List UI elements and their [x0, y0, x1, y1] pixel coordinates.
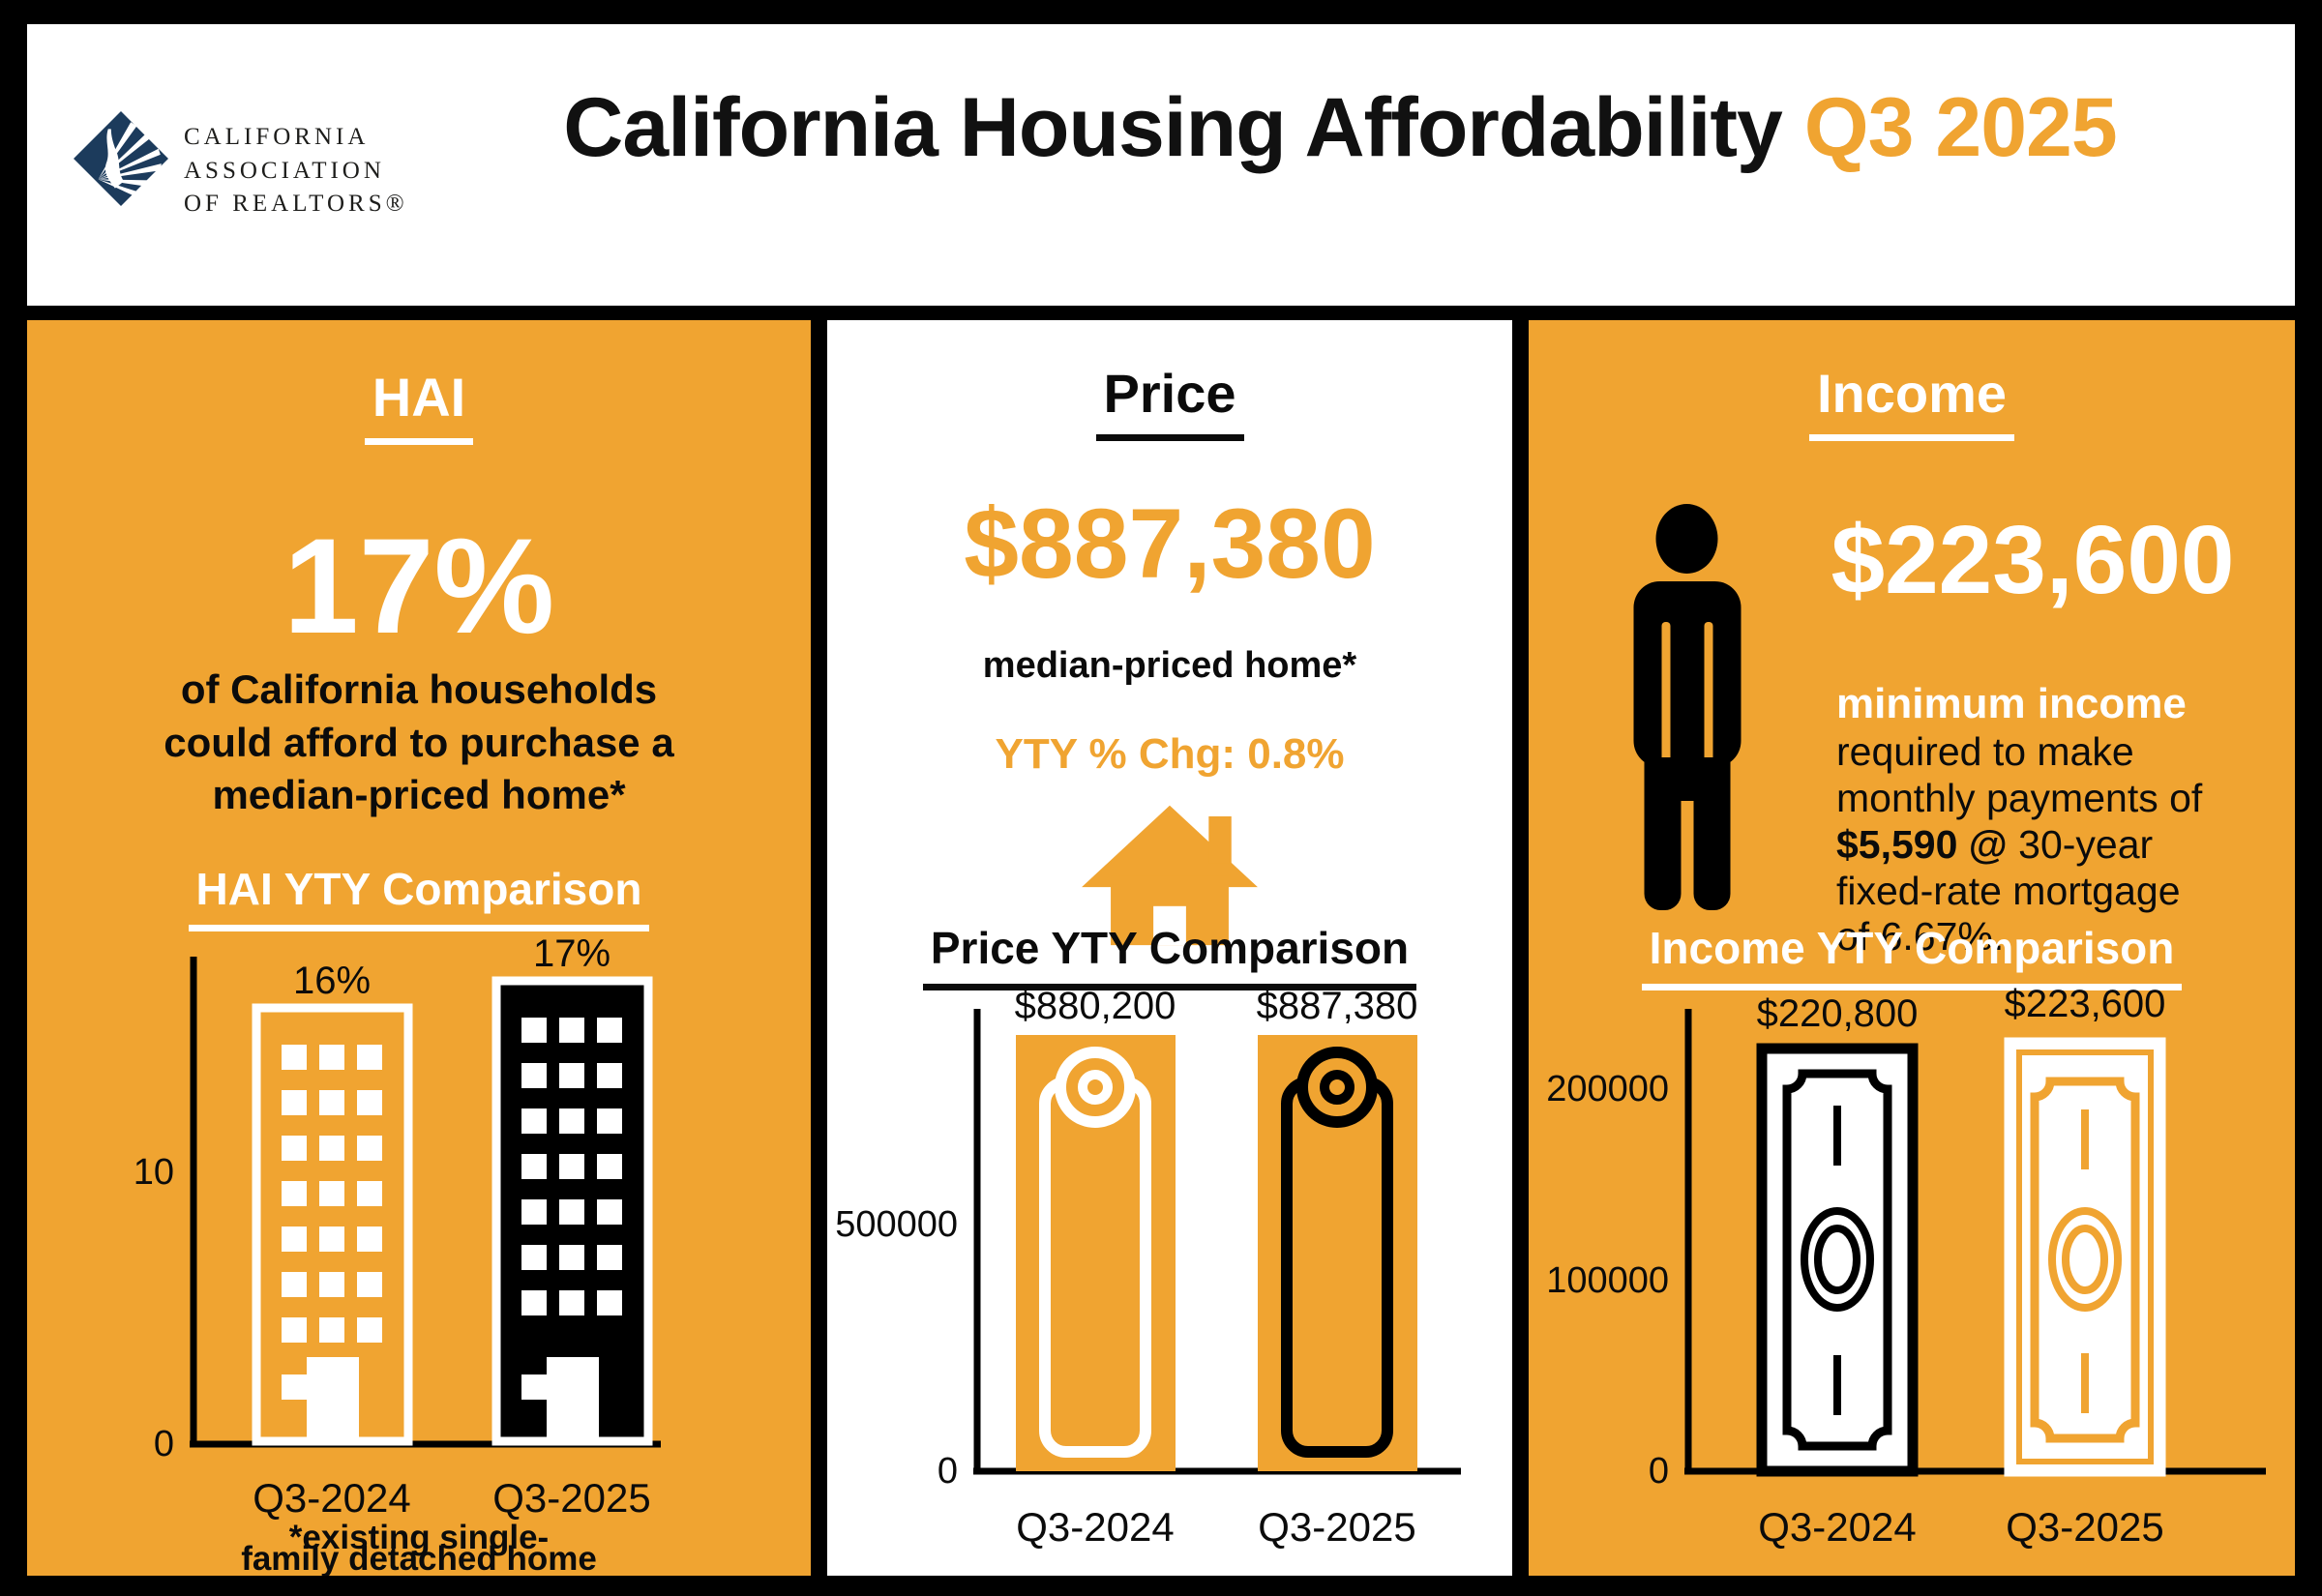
page-title: California Housing Affordability Q3 2025 [404, 80, 2276, 176]
logo-wordmark: CALIFORNIA ASSOCIATION OF REALTORS® [184, 121, 408, 222]
income-value: $223,600 [1831, 506, 2235, 614]
income-body-line: fixed-rate mortgage [1836, 868, 2181, 913]
bar-value-label: $223,600 [2005, 988, 2166, 1025]
y-tick-100000: 100000 [1546, 1260, 1669, 1301]
building-icon-q3-2024 [252, 1003, 413, 1446]
hai-desc-line: of California households [180, 666, 658, 712]
dollar-bill-icon-q3-2024 [1756, 1043, 1919, 1477]
bar-value-label: $220,800 [1757, 992, 1919, 1035]
y-tick-0: 0 [938, 1451, 958, 1492]
house-icon [1082, 805, 1258, 946]
logo-line: OF REALTORS® [184, 191, 408, 217]
price-heading: Price [827, 367, 1512, 441]
price-yty-bar-chart: 500000 0 $880,200 $887,380 Q3-2024 Q3-20… [835, 988, 1461, 1550]
income-payment-bold: $5,590 @ [1836, 821, 2008, 867]
building-icon-q3-2025 [491, 976, 653, 1446]
income-body-line: $5,590 @ 30-year [1836, 822, 2262, 869]
income-body-line: of 6.67%. [1836, 914, 2005, 960]
building-door [547, 1357, 599, 1439]
price-value: $887,380 [964, 488, 1376, 599]
footnote-line: family detached home [241, 1540, 597, 1576]
logo-line: CALIFORNIA [184, 124, 370, 150]
price-caption: median-priced home* [982, 645, 1357, 686]
x-category-label: Q3-2025 [1258, 1504, 1415, 1550]
hai-chart-heading-text: HAI YTY Comparison [188, 867, 650, 931]
y-tick-0: 0 [1649, 1451, 1669, 1492]
x-category-label: Q3-2024 [1016, 1504, 1174, 1550]
bar-value-label: $880,200 [1015, 988, 1176, 1027]
y-tick-200000: 200000 [1546, 1069, 1669, 1109]
income-caption: minimum income [1836, 680, 2187, 727]
price-panel: Price $887,380 median-priced home* YTY %… [827, 320, 1512, 1576]
income-body-line: required to make [1836, 728, 2134, 774]
logo-california-shape [104, 129, 125, 189]
hai-heading-text: HAI [364, 370, 474, 445]
bar-value-label: 16% [293, 960, 371, 1002]
car-diamond-logo-icon [74, 111, 168, 206]
building-window [521, 1374, 547, 1400]
hai-chart-heading: HAI YTY Comparison [27, 867, 811, 931]
dollar-bill-icon-q3-2025 [2004, 1037, 2166, 1477]
price-chart-heading: Price YTY Comparison [827, 926, 1512, 990]
house-door [1153, 905, 1186, 946]
page-title-main: California Housing Affordability [563, 81, 1783, 174]
income-yty-bar-chart: 200000 100000 0 $220, [1546, 988, 2266, 1550]
x-category-label: Q3-2025 [2006, 1504, 2163, 1550]
income-description: minimum income required to make monthly … [1836, 680, 2262, 961]
price-tag-icon-q3-2025 [1258, 1035, 1417, 1471]
header-band: CALIFORNIA ASSOCIATION OF REALTORS® Cali… [27, 24, 2295, 306]
hai-desc-line: could afford to purchase a [164, 719, 674, 765]
income-body-line: monthly payments of [1836, 775, 2203, 820]
income-heading-text: Income [1808, 367, 2015, 441]
price-tag-icon-q3-2024 [1016, 1035, 1176, 1471]
income-heading: Income [1529, 367, 2295, 441]
logo-line: ASSOCIATION [184, 157, 385, 184]
hai-value: 17% [283, 510, 555, 662]
income-chart-heading: Income YTY Comparison [1529, 926, 2295, 990]
income-chart-heading-text: Income YTY Comparison [1641, 926, 2183, 990]
price-chart-heading-text: Price YTY Comparison [922, 926, 1417, 990]
building-door [307, 1357, 359, 1439]
footnote-line: *existing single- [289, 1519, 549, 1556]
bar-value-label: 17% [533, 939, 610, 975]
bar-value-label: $887,380 [1257, 988, 1418, 1027]
y-tick-10: 10 [134, 1152, 174, 1193]
page-title-quarter: Q3 2025 [1781, 81, 2118, 174]
x-category-label: Q3-2024 [253, 1475, 410, 1521]
building-window [282, 1374, 307, 1400]
hai-desc-line: median-priced home* [212, 772, 626, 818]
income-panel: Income $223,600 minimum income required … [1529, 320, 2295, 1576]
hai-panel: HAI 17% of California households could a… [27, 320, 811, 1576]
income-body: required to make monthly payments of $5,… [1836, 729, 2262, 961]
x-category-label: Q3-2024 [1758, 1504, 1916, 1550]
hai-yty-bar-chart: 10 0 [134, 939, 661, 1576]
price-heading-text: Price [1095, 367, 1244, 441]
hai-description: of California households could afford to… [27, 664, 811, 822]
y-tick-500000: 500000 [835, 1204, 958, 1245]
y-tick-0: 0 [154, 1424, 174, 1464]
price-yty-change: YTY % Chg: 0.8% [995, 730, 1345, 778]
x-category-label: Q3-2025 [492, 1475, 650, 1521]
hai-heading: HAI [27, 370, 811, 445]
person-icon [1633, 504, 1742, 910]
income-body-rest: 30-year [2007, 821, 2154, 867]
